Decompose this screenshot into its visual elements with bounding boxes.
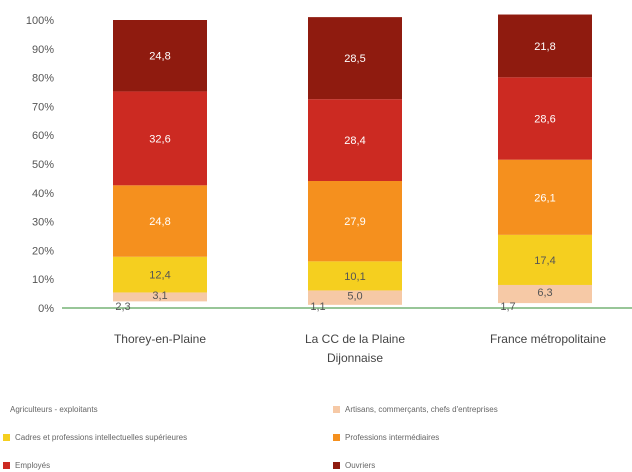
data-label: 3,1 [152,290,167,302]
data-label: 24,8 [149,216,170,228]
x-category-label: La CC de la Plaine [305,332,405,346]
y-tick-label: 80% [32,73,54,85]
y-tick-label: 10% [32,274,54,286]
legend-item-cadres: Cadres et professions intellectuelles su… [3,433,187,442]
bar-segment [308,180,402,262]
bar-segment [498,234,592,285]
y-tick-label: 100% [26,15,54,27]
legend-item-ouvriers: Ouvriers [333,461,375,470]
data-label: 5,0 [347,291,362,303]
legend-item-artisans: Artisans, commerçants, chefs d'entrepris… [333,405,498,414]
bar-segment [498,284,592,304]
y-tick-label: 60% [32,130,54,142]
data-label: 1,7 [500,301,515,313]
y-tick-label: 40% [32,188,54,200]
bar-segment [498,14,592,78]
bar-segment [308,17,402,100]
data-label: 27,9 [344,216,365,228]
bar-segment [113,185,207,257]
data-label: 10,1 [344,271,365,283]
bar-segment [308,261,402,291]
data-label: 2,3 [115,301,130,313]
data-label: 17,4 [534,255,555,267]
legend-swatch [3,462,10,469]
stacked-bar-chart: 0% 10% 20% 30% 40% 50% 60% 70% 80% 90% 100% 2,3 3,1… [26,14,632,365]
legend-label: Cadres et professions intellectuelles su… [15,433,188,442]
bar-segment [113,20,207,92]
data-label: 28,5 [344,53,365,65]
bar-segment [113,292,207,302]
data-label: 12,4 [149,270,170,282]
bars [113,14,592,305]
bar-segment [308,290,402,305]
data-label: 24,8 [149,51,170,63]
legend-swatch [3,434,10,441]
legend-swatch [333,406,340,413]
y-tick-label: 30% [32,217,54,229]
data-label: 1,1 [310,301,325,313]
y-tick-label: 20% [32,245,54,257]
y-tick-label: 0% [38,303,54,315]
legend-label: Professions intermédiaires [345,433,440,442]
data-label: 28,4 [344,135,365,147]
bar-segment [498,77,592,160]
bar-segment [113,256,207,293]
x-axis-categories: Thorey-en-Plaine La CC de la Plaine Dijonn… [114,332,606,365]
bar-segment [113,91,207,186]
data-label: 32,6 [149,133,170,145]
y-axis: 0% 10% 20% 30% 40% 50% 60% 70% 80% 90% 100% [26,15,54,315]
legend-item-agriculteurs: Agriculteurs - exploitants [8,405,98,414]
legend-label: Ouvriers [345,461,376,470]
legend-item-professions-intermediaires: Professions intermédiaires [333,433,439,442]
legend-label: Employés [15,461,51,470]
y-tick-label: 70% [32,101,54,113]
legend-swatch [333,434,340,441]
legend: Agriculteurs - exploitants Artisans, com… [0,398,632,472]
legend-item-employes: Employés [3,461,50,470]
bar-segment [498,159,592,235]
y-tick-label: 50% [32,159,54,171]
bar-segment [308,99,402,181]
legend-swatch [333,462,340,469]
legend-label: Agriculteurs - exploitants [10,405,98,414]
data-label: 26,1 [534,192,555,204]
data-labels: 2,3 3,1 12,4 24,8 32,6 24,8 1,1 5,0 10,1 27,9 28,4… [115,41,555,313]
data-label: 28,6 [534,113,555,125]
x-category-label: France métropolitaine [490,332,606,346]
data-label: 6,3 [537,287,552,299]
x-category-label: Dijonnaise [327,351,383,365]
y-tick-label: 90% [32,44,54,56]
x-category-label: Thorey-en-Plaine [114,332,206,346]
data-label: 21,8 [534,41,555,53]
legend-label: Artisans, commerçants, chefs d'entrepris… [345,405,498,414]
